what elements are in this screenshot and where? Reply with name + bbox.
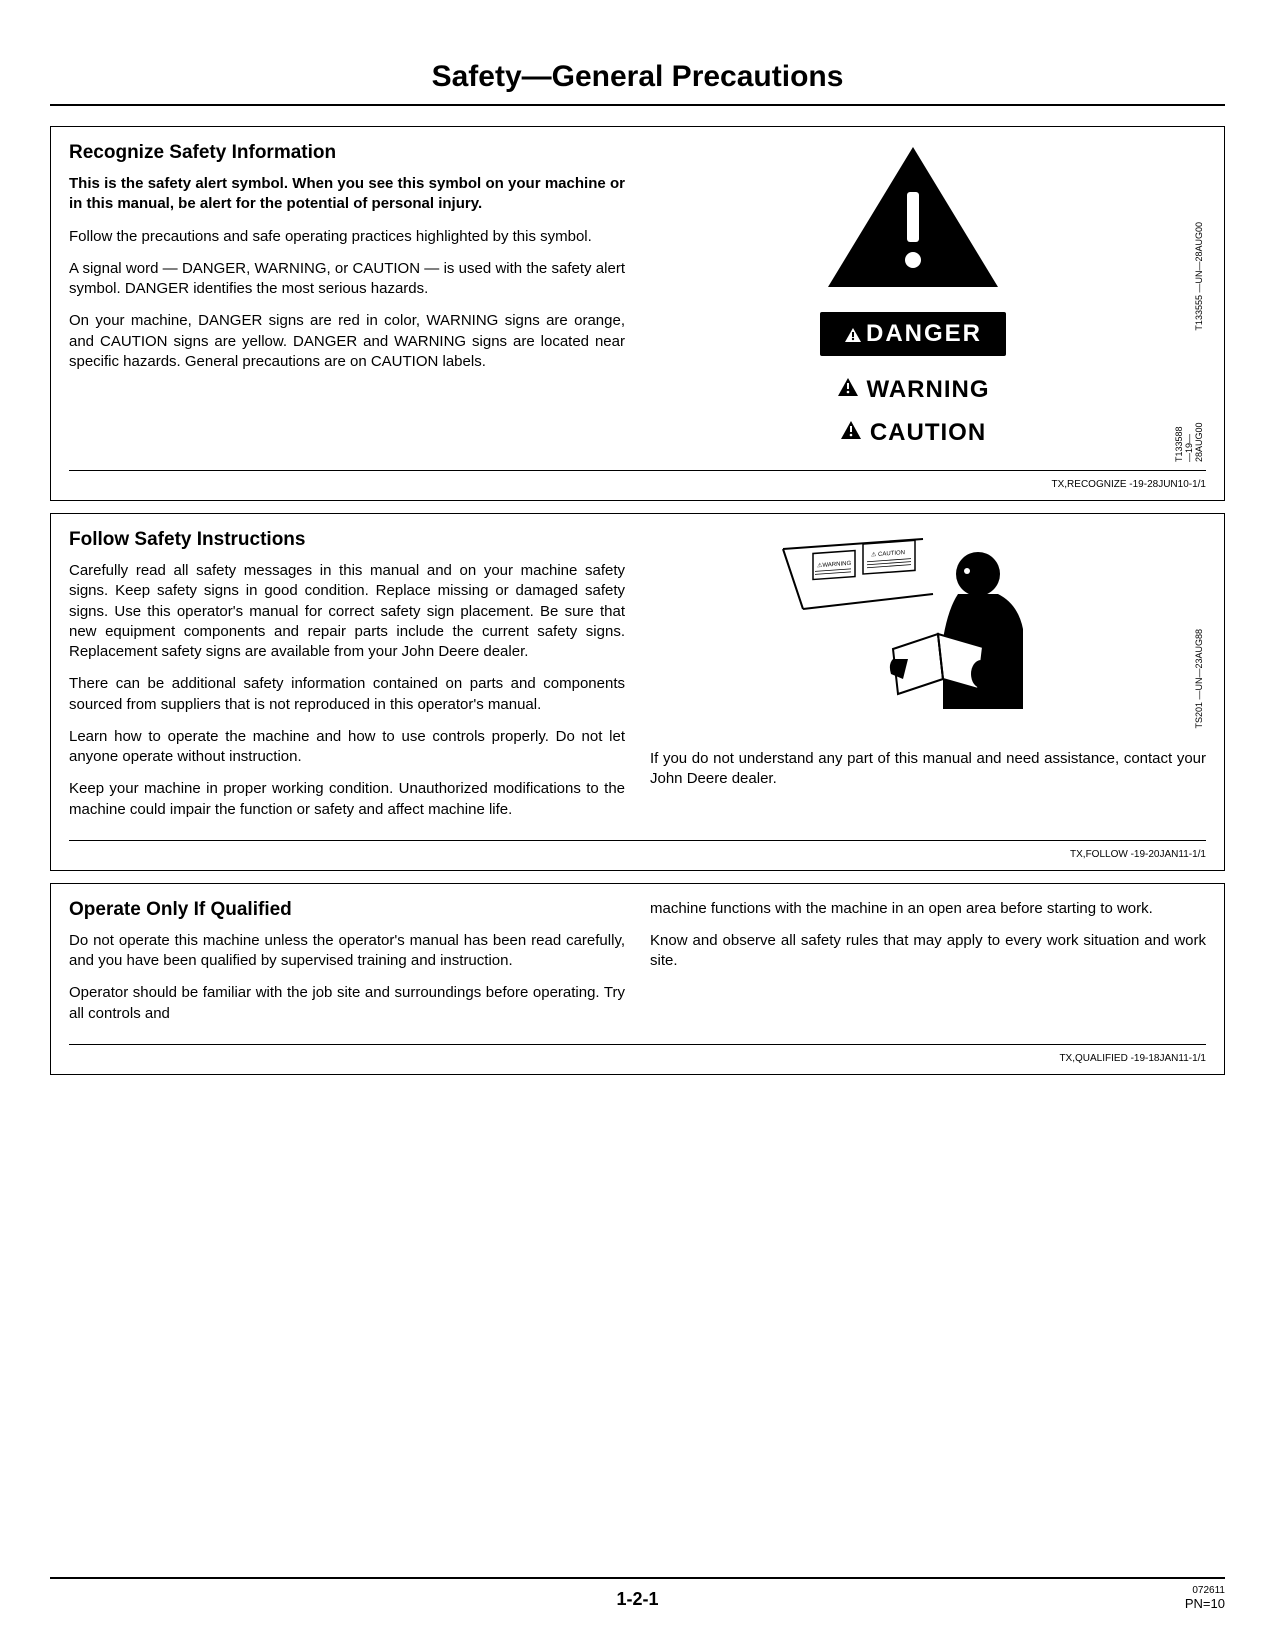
section-recognize-safety: Recognize Safety Information This is the… <box>50 126 1225 501</box>
footer-code: 072611 <box>1185 1585 1225 1596</box>
paragraph: Carefully read all safety messages in th… <box>69 561 625 662</box>
section-title: Follow Safety Instructions <box>69 529 625 551</box>
alert-triangle-icon <box>823 142 1003 297</box>
svg-text:⚠ CAUTION: ⚠ CAUTION <box>871 549 905 558</box>
section-title: Operate Only If Qualified <box>69 899 625 921</box>
paragraph: Operator should be familiar with the job… <box>69 983 625 1024</box>
paragraph: Learn how to operate the machine and how… <box>69 727 625 768</box>
reader-manual-graphic: ⚠WARNING ⚠ CAUTION <box>650 529 1206 734</box>
paragraph: Do not operate this machine unless the o… <box>69 931 625 972</box>
warning-label: WARNING <box>650 376 1176 404</box>
section-operate-qualified: Operate Only If Qualified Do not operate… <box>50 883 1225 1075</box>
danger-label: DANGER <box>820 312 1006 356</box>
pn-number: PN=10 <box>1185 1596 1225 1611</box>
safety-symbols-graphic: DANGER WARNING CAUTION <box>650 142 1206 447</box>
paragraph: Follow the precautions and safe operatin… <box>69 227 625 247</box>
paragraph: Keep your machine in proper working cond… <box>69 779 625 820</box>
svg-text:⚠WARNING: ⚠WARNING <box>817 560 851 569</box>
paragraph: A signal word — DANGER, WARNING, or CAUT… <box>69 259 625 300</box>
section-title: Recognize Safety Information <box>69 142 625 164</box>
paragraph: There can be additional safety informati… <box>69 674 625 715</box>
alert-triangle-small-icon <box>837 376 859 404</box>
reference-code: TX,RECOGNIZE -19-28JUN10-1/1 <box>69 476 1206 490</box>
page-number: 1-2-1 <box>50 1589 1225 1610</box>
page-container: Safety—General Precautions Recognize Saf… <box>0 0 1275 1650</box>
page-title: Safety—General Precautions <box>50 60 1225 106</box>
image-ref-vertical: T133555 —UN—28AUG00 <box>1194 222 1204 331</box>
reference-code: TX,FOLLOW -19-20JAN11-1/1 <box>69 846 1206 860</box>
paragraph: Know and observe all safety rules that m… <box>650 931 1206 972</box>
paragraph: machine functions with the machine in an… <box>650 899 1206 919</box>
paragraph: On your machine, DANGER signs are red in… <box>69 311 625 372</box>
image-ref-vertical: TS201 —UN—23AUG88 <box>1194 629 1204 729</box>
page-footer: 1-2-1 072611 PN=10 <box>50 1577 1225 1610</box>
paragraph: This is the safety alert symbol. When yo… <box>69 174 625 215</box>
section-follow-safety: Follow Safety Instructions Carefully rea… <box>50 513 1225 871</box>
reference-code: TX,QUALIFIED -19-18JAN11-1/1 <box>69 1050 1206 1064</box>
caution-label: CAUTION <box>650 419 1176 447</box>
paragraph: If you do not understand any part of thi… <box>650 749 1206 790</box>
alert-triangle-small-icon <box>840 419 862 447</box>
image-ref-vertical: T133588 —19—28AUG00 <box>1174 422 1204 462</box>
